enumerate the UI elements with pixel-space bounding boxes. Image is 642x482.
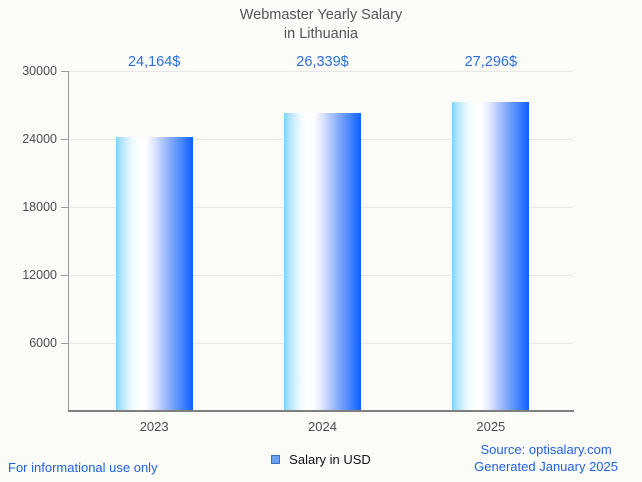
bar-2024[interactable]	[284, 112, 361, 411]
chart-title-line2: in Lithuania	[283, 26, 359, 42]
x-axis-line	[68, 410, 574, 412]
bar-value-label-2023: 24,164$	[127, 54, 181, 70]
generated-text: Generated January 2025	[474, 459, 618, 474]
y-axis-line	[68, 71, 69, 411]
legend[interactable]: Salary in USD	[0, 452, 642, 467]
y-tick-label: 18000	[22, 199, 57, 214]
gridline	[68, 71, 573, 72]
disclaimer-text: For informational use only	[8, 460, 158, 475]
source-text: Source: optisalary.com	[480, 442, 612, 457]
y-axis-tick	[61, 71, 68, 72]
chart-title-line1: Webmaster Yearly Salary	[239, 7, 403, 23]
x-tick-label-2025: 2025	[476, 419, 506, 434]
x-tick-label-2023: 2023	[139, 419, 169, 434]
y-tick-label: 24000	[22, 131, 57, 146]
chart-title: Webmaster Yearly Salary in Lithuania	[0, 6, 642, 44]
y-tick-label: 6000	[29, 335, 57, 350]
y-tick-label: 12000	[22, 267, 57, 282]
source-block: Source: optisalary.com Generated January…	[474, 441, 618, 475]
x-tick-label-2024: 2024	[308, 419, 337, 434]
y-axis-tick	[61, 207, 68, 208]
y-tick-label: 30000	[22, 63, 57, 78]
bar-value-label-2024: 26,339$	[296, 54, 349, 70]
legend-marker-square	[271, 455, 281, 464]
bar-2025[interactable]	[452, 101, 530, 411]
plot-area	[68, 71, 573, 411]
legend-label: Salary in USD	[289, 452, 371, 467]
bar-value-label-2025: 27,296$	[464, 54, 518, 70]
bar-2023[interactable]	[115, 137, 193, 411]
y-axis-tick	[61, 139, 68, 140]
y-axis-tick	[61, 275, 68, 276]
y-axis-tick	[61, 343, 68, 344]
